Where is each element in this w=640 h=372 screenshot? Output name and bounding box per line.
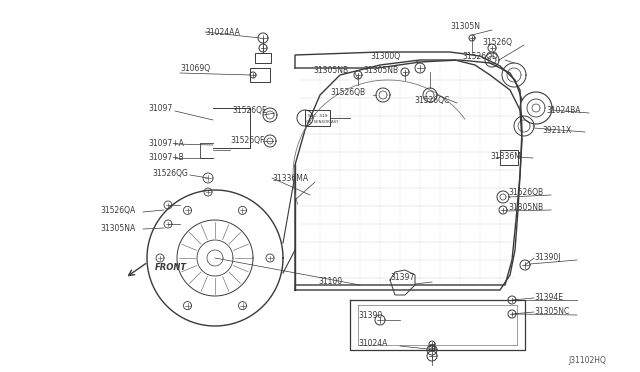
- Text: 31526QF: 31526QF: [230, 135, 264, 144]
- Text: 31305N: 31305N: [450, 22, 480, 31]
- Text: 31024BA: 31024BA: [546, 106, 580, 115]
- Text: 31390: 31390: [358, 311, 382, 321]
- Text: 31097+B: 31097+B: [148, 153, 184, 161]
- Text: 31097: 31097: [148, 103, 172, 112]
- Bar: [305, 110, 330, 126]
- Text: 31100: 31100: [318, 278, 342, 286]
- Text: FRONT: FRONT: [155, 263, 187, 273]
- Text: 39211X: 39211X: [542, 125, 572, 135]
- Text: 31526QG: 31526QG: [152, 169, 188, 177]
- Text: 31300Q: 31300Q: [370, 51, 400, 61]
- Text: 31305NC: 31305NC: [534, 308, 569, 317]
- Text: OIL SENSOR ASY: OIL SENSOR ASY: [306, 120, 339, 124]
- Text: J31102HQ: J31102HQ: [568, 356, 606, 365]
- Text: 31097+A: 31097+A: [148, 138, 184, 148]
- Bar: [255, 53, 271, 63]
- Text: 31397: 31397: [390, 273, 414, 282]
- Text: SEC. 319: SEC. 319: [308, 114, 328, 118]
- Text: 31024A: 31024A: [358, 340, 387, 349]
- Text: 31069Q: 31069Q: [180, 64, 210, 73]
- Text: 31305NB: 31305NB: [508, 202, 543, 212]
- Text: 31336M: 31336M: [490, 151, 521, 160]
- Text: 31526QB: 31526QB: [330, 87, 365, 96]
- Text: 31394E: 31394E: [534, 294, 563, 302]
- Text: 31526QA: 31526QA: [100, 205, 135, 215]
- Text: 31305NA: 31305NA: [100, 224, 135, 232]
- Text: 31336MA: 31336MA: [272, 173, 308, 183]
- Text: 31526Q: 31526Q: [482, 38, 512, 46]
- Text: 31526QB: 31526QB: [508, 187, 543, 196]
- Bar: [250, 68, 270, 82]
- Text: 31526QC: 31526QC: [414, 96, 449, 105]
- Text: 31305NB: 31305NB: [363, 65, 398, 74]
- Text: 31305NB: 31305NB: [313, 65, 348, 74]
- Bar: [500, 150, 518, 165]
- Text: 31024AA: 31024AA: [205, 28, 240, 36]
- Text: 31526QD: 31526QD: [462, 51, 498, 61]
- Text: 31526QE: 31526QE: [232, 106, 267, 115]
- Text: 31390J: 31390J: [534, 253, 561, 263]
